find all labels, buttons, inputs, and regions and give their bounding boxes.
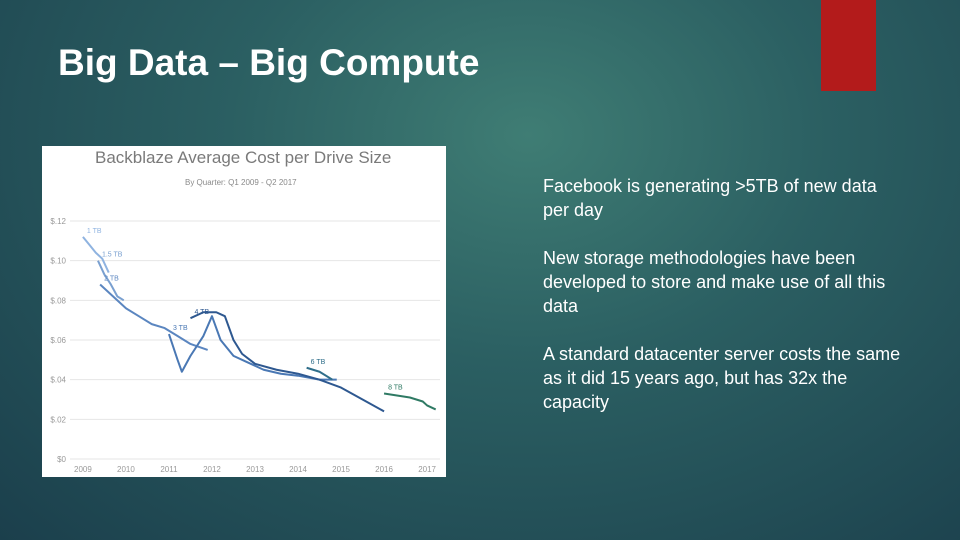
y-tick-label: $.02	[50, 415, 66, 424]
y-tick-label: $.04	[50, 376, 66, 385]
series-label: 1 TB	[87, 228, 102, 235]
x-tick-label: 2010	[117, 465, 135, 474]
series-label: 6 TB	[311, 359, 326, 366]
x-tick-label: 2009	[74, 465, 92, 474]
series-line	[190, 311, 385, 413]
series-line	[82, 236, 110, 273]
series-line	[383, 392, 437, 411]
chart: Backblaze Average Cost per Drive Size By…	[42, 146, 446, 477]
bullet-list: Facebook is generating >5TB of new data …	[543, 174, 903, 438]
bullet: A standard datacenter server costs the s…	[543, 344, 901, 412]
y-tick-label: $.10	[50, 257, 66, 266]
x-tick-label: 2015	[332, 465, 350, 474]
series-line	[99, 283, 209, 351]
series-label: 2 TB	[104, 275, 119, 282]
accent-bar	[821, 0, 876, 91]
x-tick-label: 2014	[289, 465, 307, 474]
bullet: Facebook is generating >5TB of new data …	[543, 176, 877, 220]
x-tick-label: 2016	[375, 465, 393, 474]
y-tick-label: $0	[57, 455, 66, 464]
series-label: 3 TB	[173, 325, 188, 332]
y-tick-label: $.12	[50, 217, 66, 226]
y-tick-label: $.06	[50, 336, 66, 345]
series-line	[168, 315, 337, 381]
series-label: 8 TB	[388, 385, 403, 392]
y-tick-label: $.08	[50, 296, 66, 305]
chart-subtitle: By Quarter: Q1 2009 - Q2 2017	[185, 178, 297, 187]
series-line	[306, 366, 333, 381]
x-tick-label: 2011	[160, 465, 178, 474]
slide-title: Big Data – Big Compute	[58, 42, 480, 83]
series-label: 1.5 TB	[102, 252, 123, 259]
series-line	[97, 260, 125, 302]
series-label: 4 TB	[194, 309, 209, 316]
x-tick-label: 2013	[246, 465, 264, 474]
x-tick-label: 2017	[418, 465, 436, 474]
chart-title: Backblaze Average Cost per Drive Size	[95, 148, 391, 167]
x-tick-label: 2012	[203, 465, 221, 474]
bullet: New storage methodologies have been deve…	[543, 248, 886, 316]
